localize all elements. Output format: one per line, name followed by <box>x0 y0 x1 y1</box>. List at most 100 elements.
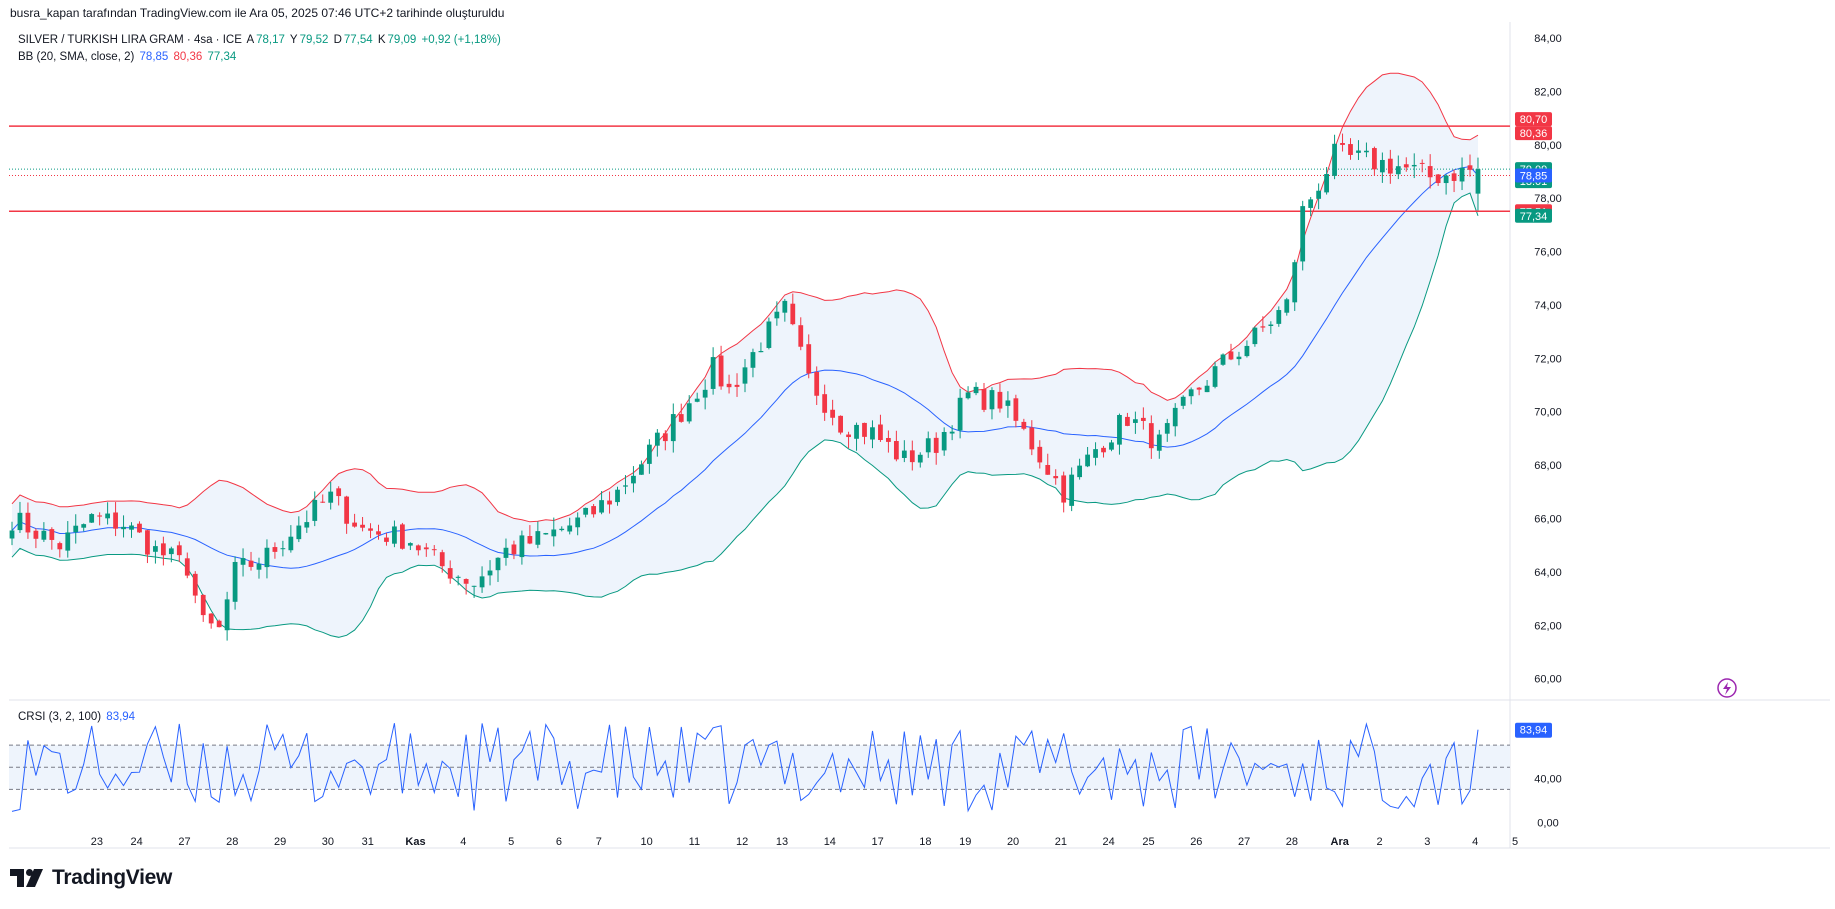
price-tick-label: 74,00 <box>1534 300 1562 312</box>
lightning-icon[interactable] <box>1717 678 1737 698</box>
time-tick-label: 5 <box>508 836 514 848</box>
candle-body <box>1140 417 1146 421</box>
candle-body <box>551 529 557 537</box>
time-tick-label: 21 <box>1055 836 1067 848</box>
candle-body <box>73 525 79 533</box>
candle-body <box>710 357 716 389</box>
candle-body <box>1005 400 1011 406</box>
candle-body <box>1316 190 1322 199</box>
price-tick-label: 62,00 <box>1534 620 1562 632</box>
crsi-tick-label: 40,00 <box>1534 773 1562 785</box>
candle-body <box>511 544 517 555</box>
candle-body <box>232 561 238 602</box>
candle-body <box>360 524 365 528</box>
crsi-label[interactable]: CRSI (3, 2, 100) <box>18 711 102 723</box>
candle-body <box>487 570 493 576</box>
time-tick-label: 5 <box>1512 836 1518 848</box>
candle-body <box>1101 447 1106 453</box>
candle-body <box>81 524 87 528</box>
price-tick-label: 78,00 <box>1534 193 1562 205</box>
candle-body <box>989 390 995 410</box>
price-marker <box>1515 112 1552 127</box>
candle-body <box>559 528 565 531</box>
candle-body <box>1348 144 1353 155</box>
candle-body <box>415 545 421 551</box>
crsi-legend: CRSI (3, 2, 100) 83,94 <box>18 711 137 723</box>
candle-body <box>208 613 214 624</box>
price-marker <box>1515 208 1552 223</box>
crsi-marker <box>1515 722 1552 738</box>
candle-body <box>1387 158 1393 174</box>
candle-body <box>1300 206 1306 262</box>
time-tick-label: 24 <box>1103 836 1115 848</box>
candle-body <box>591 506 597 515</box>
tradingview-logo[interactable]: TradingView <box>10 866 172 890</box>
candle-body <box>400 524 405 549</box>
candle-body <box>941 431 947 451</box>
bb-upper-value: 80,36 <box>173 51 203 63</box>
candle-body <box>1204 385 1210 393</box>
bb-band-fill <box>12 73 1478 638</box>
time-tick-label: 7 <box>596 836 602 848</box>
candle-body <box>654 432 660 446</box>
time-tick-label: 27 <box>1238 836 1250 848</box>
candle-body <box>145 530 150 555</box>
time-tick-label: 31 <box>362 836 374 848</box>
candle-body <box>718 355 724 387</box>
candle-body <box>320 501 326 503</box>
candle-body <box>917 454 923 463</box>
candle-body <box>1013 398 1019 421</box>
candle-body <box>1196 387 1202 390</box>
candle-body <box>1125 416 1130 426</box>
price-marker <box>1515 168 1552 183</box>
candle-body <box>782 300 788 313</box>
candle-body <box>407 543 413 546</box>
candle-body <box>1077 465 1083 478</box>
candle-body <box>224 599 230 631</box>
candle-body <box>662 433 668 442</box>
close-label: K <box>377 34 386 46</box>
candle-body <box>105 513 110 519</box>
time-tick-label: 27 <box>178 836 190 848</box>
time-tick-label: 3 <box>1424 836 1430 848</box>
bb-upper-line <box>11 72 1479 523</box>
candle-body <box>1308 199 1314 208</box>
candle-body <box>479 576 485 588</box>
time-tick-label: 23 <box>91 836 103 848</box>
symbol-name[interactable]: SILVER / TURKISH LIRA GRAM · 4sa · ICE <box>18 34 242 46</box>
candle-body <box>1156 434 1162 451</box>
candle-body <box>447 568 453 579</box>
candle-body <box>176 545 182 556</box>
candle-body <box>1212 366 1218 387</box>
candle-body <box>57 543 63 550</box>
candle-body <box>384 537 389 542</box>
candle-body <box>463 579 469 584</box>
candle-body <box>264 547 270 568</box>
candle-body <box>790 303 796 325</box>
crsi-value: 83,94 <box>106 711 136 723</box>
time-tick-label: 25 <box>1142 836 1154 848</box>
candle-body <box>1276 310 1282 324</box>
candle-body <box>1459 167 1465 182</box>
candle-body <box>121 526 126 530</box>
candle-body <box>949 431 955 434</box>
price-tick-label: 70,00 <box>1534 407 1562 419</box>
candle-body <box>1132 419 1138 423</box>
candle-body <box>599 500 604 513</box>
candle-body <box>17 512 23 531</box>
close-value: 79,09 <box>387 34 417 46</box>
candle-body <box>583 507 589 515</box>
bb-basis-line <box>11 165 1479 569</box>
time-tick-label: 2 <box>1377 836 1383 848</box>
price-tick-label: 72,00 <box>1534 353 1562 365</box>
candle-body <box>471 585 477 587</box>
candle-body <box>1148 423 1154 449</box>
candle-body <box>1220 354 1226 365</box>
time-tick-label: 19 <box>959 836 971 848</box>
bb-label[interactable]: BB (20, SMA, close, 2) <box>18 51 135 63</box>
time-tick-label: 17 <box>872 836 884 848</box>
time-tick-label: 13 <box>776 836 788 848</box>
time-tick-label: 28 <box>1286 836 1298 848</box>
candle-body <box>846 434 851 438</box>
